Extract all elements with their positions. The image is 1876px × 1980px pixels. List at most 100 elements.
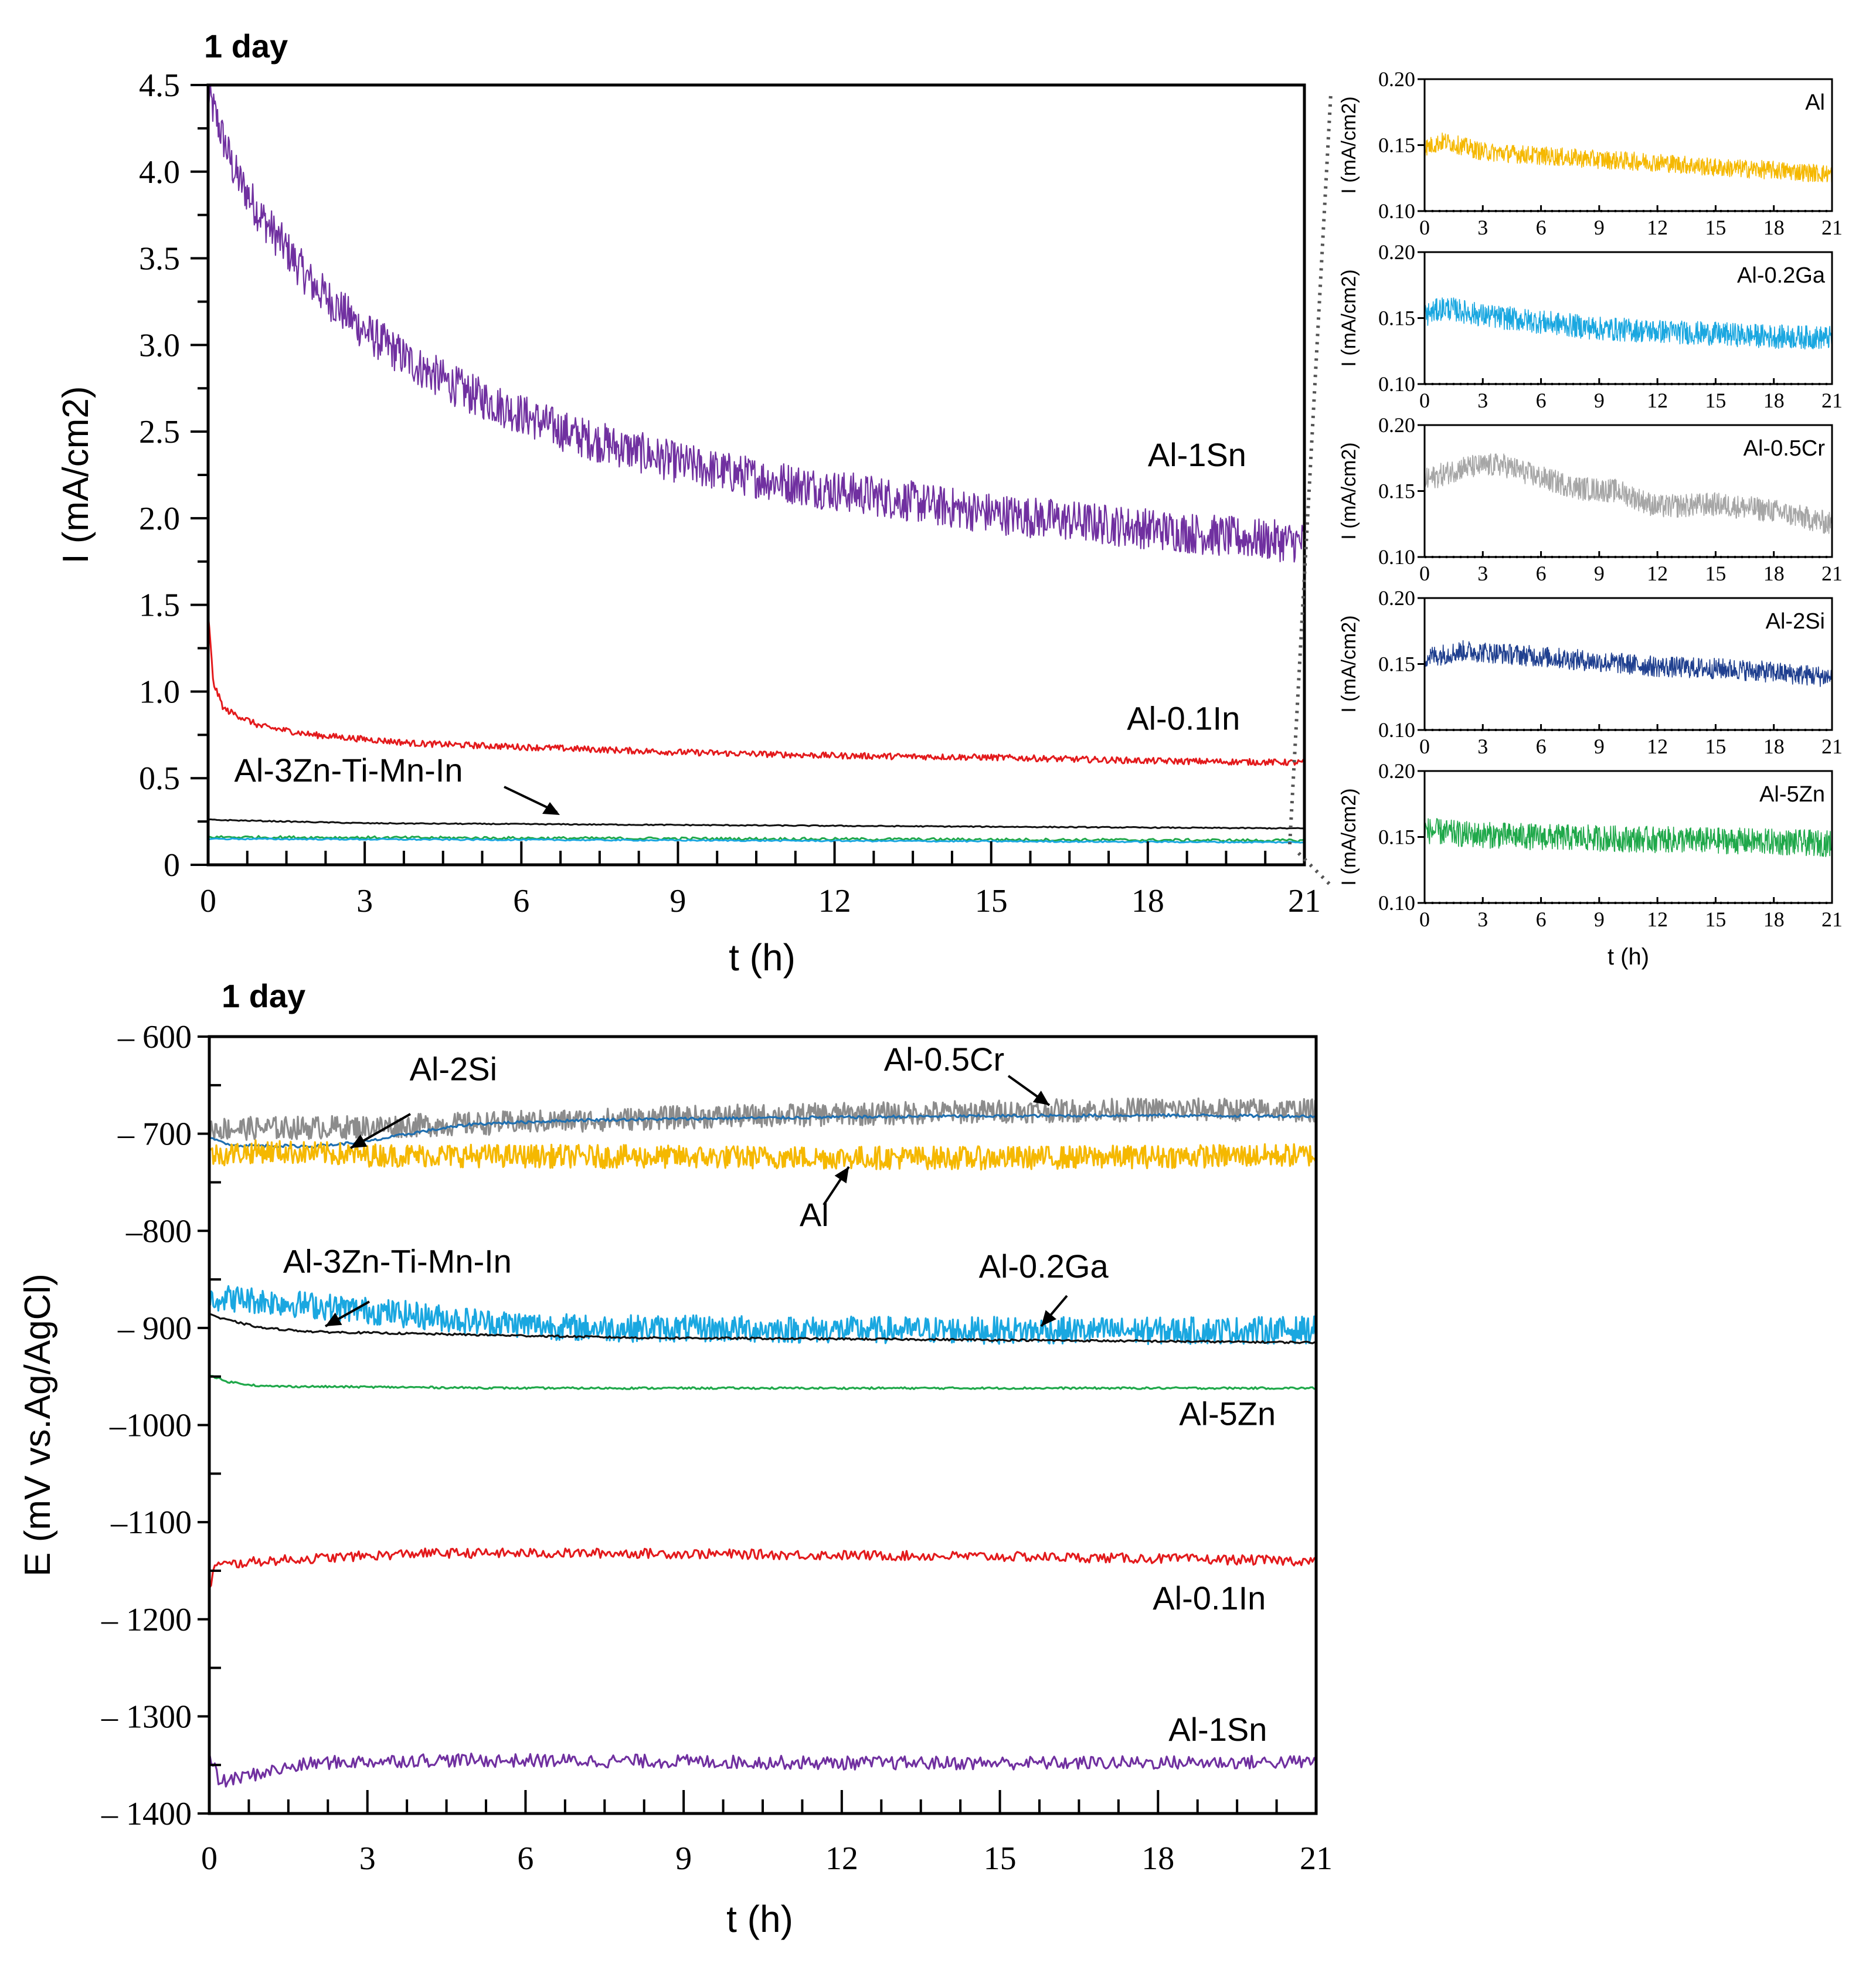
y-tick-label-current: 4.0 xyxy=(139,154,180,191)
arrowhead-al-2si xyxy=(351,1134,368,1148)
x-tick-label-current: 21 xyxy=(1288,883,1321,919)
inset-y-tick-label: 0.20 xyxy=(1378,759,1415,783)
annotation-al-1sn: Al-1Sn xyxy=(1148,436,1246,473)
inset-x-tick-label: 12 xyxy=(1647,908,1668,931)
inset-x-tick-label: 15 xyxy=(1705,908,1726,931)
inset-x-tick-label: 18 xyxy=(1763,216,1785,239)
plot-frame-current xyxy=(206,83,1306,867)
x-tick-label-potential: 9 xyxy=(675,1840,692,1877)
annotation-al-0-2ga: Al-0.2Ga xyxy=(979,1248,1109,1285)
x-tick-label-potential: 12 xyxy=(825,1840,858,1877)
annotation-al-0-5cr: Al-0.5Cr xyxy=(884,1041,1004,1078)
series-line-al-0-2ga xyxy=(208,1285,1317,1346)
panel-title-current: 1 day xyxy=(204,28,288,64)
inset-x-tick-label: 0 xyxy=(1419,216,1430,239)
y-tick-label-current: 3.0 xyxy=(139,327,180,364)
inset-x-tick-label: 21 xyxy=(1821,562,1843,585)
inset-x-tick-label: 15 xyxy=(1705,735,1726,758)
inset-y-axis-label: I (mA/cm2) xyxy=(1338,788,1360,885)
zoom-connector-top xyxy=(1288,93,1333,845)
annotation-al: Al xyxy=(800,1196,829,1233)
inset-y-tick-label: 0.15 xyxy=(1378,134,1415,157)
series-line-al-1sn xyxy=(207,84,1305,563)
inset-line-al-0-5cr xyxy=(1424,453,1833,534)
y-tick-label-potential: –800 xyxy=(125,1213,192,1249)
y-tick-label-potential: – 900 xyxy=(117,1310,192,1347)
inset-x-tick-label: 6 xyxy=(1536,216,1547,239)
annotation-al-0-1in: Al-0.1In xyxy=(1127,699,1240,736)
inset-y-tick-label: 0.10 xyxy=(1378,199,1415,223)
series-line-al-0-5cr xyxy=(208,1097,1317,1141)
x-tick-label-current: 0 xyxy=(200,883,216,919)
series-line-al-1sn xyxy=(208,1752,1317,1788)
inset-x-tick-label: 3 xyxy=(1477,908,1488,931)
inset-x-tick-label: 9 xyxy=(1594,735,1605,758)
axes-layer xyxy=(191,78,1833,1815)
inset-y-tick-label: 0.20 xyxy=(1378,240,1415,264)
y-tick-label-current: 0.5 xyxy=(139,760,180,797)
inset-line-al-2si xyxy=(1424,640,1833,687)
annotation-al-0-1in: Al-0.1In xyxy=(1153,1580,1266,1616)
inset-x-tick-label: 6 xyxy=(1536,735,1547,758)
inset-x-axis-label: t (h) xyxy=(1607,944,1649,970)
inset-x-tick-label: 0 xyxy=(1419,908,1430,931)
arrowhead-al-3zn-ti-mn-in xyxy=(542,802,560,815)
inset-line-al-0-2ga xyxy=(1424,297,1833,350)
inset-y-tick-label: 0.15 xyxy=(1378,826,1415,849)
y-tick-label-potential: – 600 xyxy=(117,1019,192,1055)
inset-x-tick-label: 21 xyxy=(1821,389,1843,412)
inset-x-tick-label: 6 xyxy=(1536,389,1547,412)
inset-y-tick-label: 0.20 xyxy=(1378,586,1415,610)
inset-x-tick-label: 15 xyxy=(1705,389,1726,412)
y-axis-label-current: I (mA/cm2) xyxy=(56,386,96,563)
arrowhead-al-3zn-ti-mn-in xyxy=(325,1312,342,1326)
inset-x-tick-label: 18 xyxy=(1763,908,1785,931)
x-tick-label-current: 6 xyxy=(513,883,529,919)
x-tick-label-current: 15 xyxy=(975,883,1008,919)
inset-x-tick-label: 0 xyxy=(1419,389,1430,412)
inset-x-tick-label: 12 xyxy=(1647,389,1668,412)
series-line-al-2si xyxy=(209,1113,1317,1149)
annotation-al-5zn: Al-5Zn xyxy=(1179,1395,1276,1432)
inset-x-tick-label: 3 xyxy=(1477,562,1488,585)
y-tick-label-potential: – 1200 xyxy=(101,1602,192,1638)
inset-line-al xyxy=(1424,133,1833,183)
inset-y-tick-label: 0.10 xyxy=(1378,718,1415,742)
series-line-al-3zn-ti-mn-in xyxy=(209,1312,1317,1344)
y-tick-label-current: 2.5 xyxy=(139,414,180,450)
inset-x-tick-label: 9 xyxy=(1594,389,1605,412)
inset-label-al-0-5cr: Al-0.5Cr xyxy=(1744,436,1826,461)
y-tick-label-current: 3.5 xyxy=(139,241,180,277)
inset-line-al-5zn xyxy=(1424,818,1833,857)
inset-y-tick-label: 0.15 xyxy=(1378,307,1415,330)
y-tick-label-potential: –1000 xyxy=(109,1408,192,1444)
inset-y-axis-label: I (mA/cm2) xyxy=(1338,269,1360,366)
inset-x-tick-label: 6 xyxy=(1536,908,1547,931)
y-axis-label-potential: E (mV vs.Ag/AgCl) xyxy=(18,1273,58,1577)
inset-x-tick-label: 21 xyxy=(1821,216,1843,239)
y-tick-label-potential: – 1300 xyxy=(101,1699,192,1735)
y-tick-label-potential: –1100 xyxy=(110,1504,192,1541)
inset-x-tick-label: 18 xyxy=(1763,562,1785,585)
series-line-al-0-2ga xyxy=(208,837,1305,844)
x-tick-label-current: 3 xyxy=(356,883,373,919)
x-tick-label-current: 12 xyxy=(818,883,851,919)
inset-x-tick-label: 15 xyxy=(1705,562,1726,585)
x-tick-label-current: 9 xyxy=(669,883,686,919)
arrowhead-al xyxy=(834,1167,849,1184)
inset-x-tick-label: 18 xyxy=(1763,389,1785,412)
series-line-al-0-1in xyxy=(207,614,1306,766)
y-tick-label-current: 1.5 xyxy=(139,587,180,624)
inset-x-tick-label: 12 xyxy=(1647,735,1668,758)
inset-x-tick-label: 18 xyxy=(1763,735,1785,758)
inset-x-tick-label: 12 xyxy=(1647,216,1668,239)
annotation-al-3zn-ti-mn-in: Al-3Zn-Ti-Mn-In xyxy=(283,1242,512,1279)
x-tick-label-potential: 6 xyxy=(517,1840,533,1877)
inset-y-axis-label: I (mA/cm2) xyxy=(1338,442,1360,539)
inset-y-tick-label: 0.20 xyxy=(1378,67,1415,91)
inset-y-tick-label: 0.20 xyxy=(1378,413,1415,437)
inset-x-tick-label: 9 xyxy=(1594,216,1605,239)
x-tick-label-potential: 3 xyxy=(359,1840,376,1877)
inset-x-tick-label: 15 xyxy=(1705,216,1726,239)
